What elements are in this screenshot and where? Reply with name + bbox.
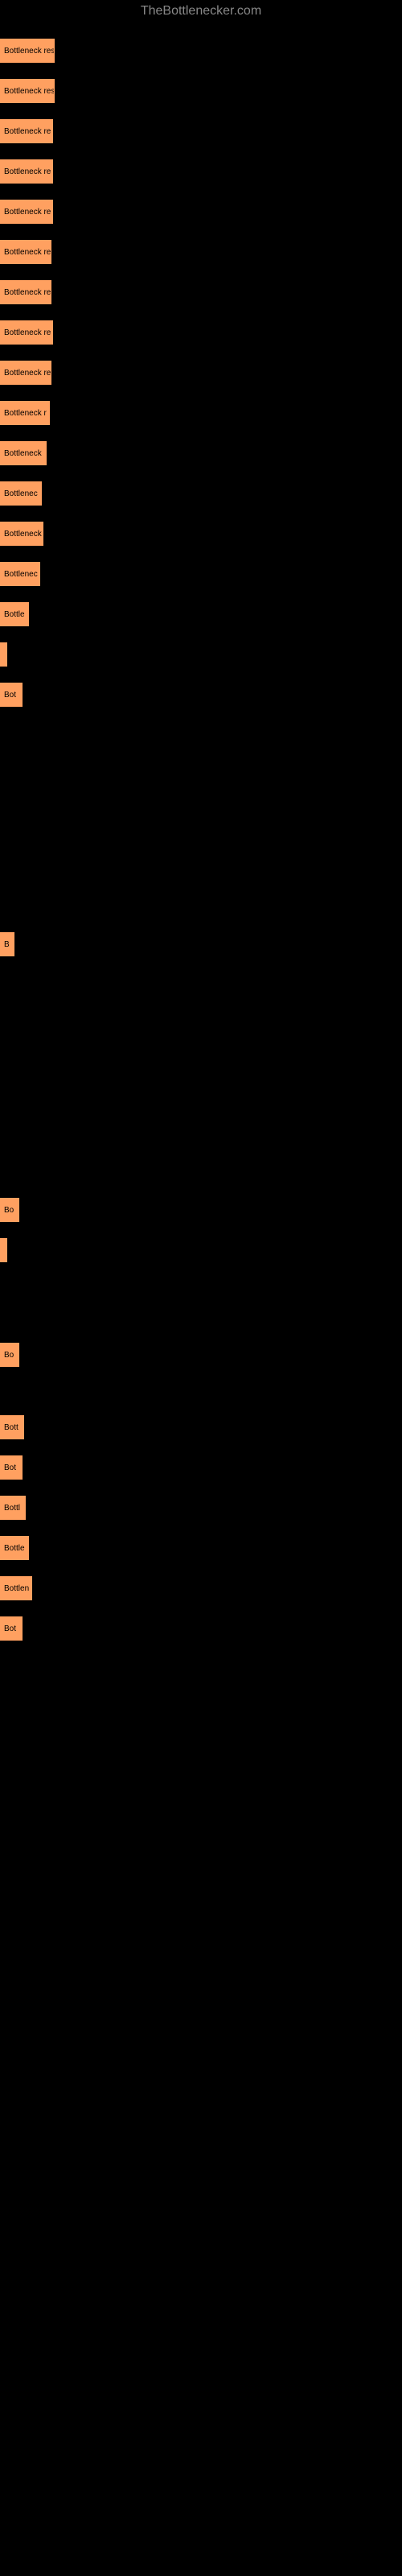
- bar: Bot: [0, 683, 23, 707]
- bar: Bottleneck re: [0, 320, 53, 345]
- bar-row: Bo: [0, 1343, 402, 1367]
- bar-row: Bottleneck: [0, 441, 402, 465]
- bar-row: Bottleneck r: [0, 401, 402, 425]
- bar: Bottleneck: [0, 441, 47, 465]
- bar-row: B: [0, 932, 402, 956]
- bar-row: Bottleneck re: [0, 119, 402, 143]
- bar: Bottlenec: [0, 562, 40, 586]
- bar: Bottlen: [0, 1576, 32, 1600]
- bar-row: Bottleneck re: [0, 361, 402, 385]
- bar: Bot: [0, 1455, 23, 1480]
- bar: Bott: [0, 1415, 24, 1439]
- bar-row: Bot: [0, 683, 402, 707]
- bar: Bottleneck re: [0, 240, 51, 264]
- bar: Bottleneck re: [0, 119, 53, 143]
- bar-row: Bottleneck re: [0, 280, 402, 304]
- bar: Bottle: [0, 602, 29, 626]
- bar-row: Bottleneck re: [0, 320, 402, 345]
- bar-row: Bottleneck re: [0, 240, 402, 264]
- bar: Bottle: [0, 1536, 29, 1560]
- bar: Bottleneck re: [0, 361, 51, 385]
- bar: Bottleneck re: [0, 200, 53, 224]
- bar: Bottleneck res: [0, 39, 55, 63]
- bar-row: Bottle: [0, 1536, 402, 1560]
- bar: Bottlenec: [0, 481, 42, 506]
- bar-row: Bottl: [0, 1496, 402, 1520]
- bar: [0, 642, 7, 667]
- bar-row: Bo: [0, 1198, 402, 1222]
- bar-row: Bottleneck: [0, 522, 402, 546]
- bar-row: Bot: [0, 1455, 402, 1480]
- bar-row: Bottlenec: [0, 481, 402, 506]
- bar: Bo: [0, 1198, 19, 1222]
- bar: [0, 1238, 7, 1262]
- bar-row: Bottlen: [0, 1576, 402, 1600]
- bar-chart: Bottleneck res Bottleneck res Bottleneck r…: [0, 39, 402, 1641]
- bar: Bottleneck re: [0, 280, 51, 304]
- bar: B: [0, 932, 14, 956]
- bar: Bottleneck re: [0, 159, 53, 184]
- bar-row: Bottleneck re: [0, 159, 402, 184]
- bar: Bot: [0, 1616, 23, 1641]
- bar-row: Bott: [0, 1415, 402, 1439]
- bar-row: Bottlenec: [0, 562, 402, 586]
- bar: Bottleneck: [0, 522, 43, 546]
- bar-row: Bottleneck res: [0, 39, 402, 63]
- bar: Bottl: [0, 1496, 26, 1520]
- bar: Bottleneck res: [0, 79, 55, 103]
- bar: Bo: [0, 1343, 19, 1367]
- bar-row: Bottleneck res: [0, 79, 402, 103]
- bar-row: [0, 1238, 402, 1262]
- bar-row: Bottle: [0, 602, 402, 626]
- header-text: TheBottlenecker.com: [0, 0, 402, 23]
- bar-row: [0, 642, 402, 667]
- bar: Bottleneck r: [0, 401, 50, 425]
- bar-row: Bottleneck re: [0, 200, 402, 224]
- bar-row: Bot: [0, 1616, 402, 1641]
